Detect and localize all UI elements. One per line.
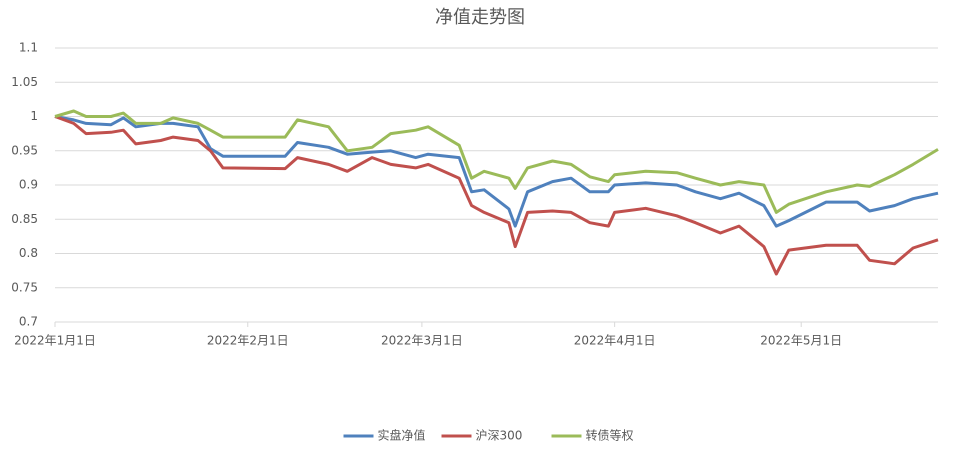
x-tick-label: 2022年2月1日 <box>207 334 289 348</box>
y-tick-label: 0.8 <box>19 246 38 260</box>
x-tick-label: 2022年4月1日 <box>574 334 656 348</box>
y-tick-label: 1.1 <box>19 41 38 55</box>
y-tick-label: 0.75 <box>11 280 38 294</box>
series-line <box>54 115 939 228</box>
y-tick-label: 0.9 <box>19 178 38 192</box>
y-tick-label: 0.7 <box>19 315 38 329</box>
y-tick-label: 0.85 <box>11 212 38 226</box>
x-tick-label: 2022年1月1日 <box>14 334 96 348</box>
legend-label: 实盘净值 <box>378 428 426 443</box>
chart-title: 净值走势图 <box>435 7 525 28</box>
legend-label: 转债等权 <box>586 428 634 443</box>
legend-label: 沪深300 <box>476 429 523 443</box>
x-tick-label: 2022年5月1日 <box>760 334 842 348</box>
series-line <box>54 115 939 276</box>
x-tick-label: 2022年3月1日 <box>381 334 463 348</box>
series-line <box>54 109 939 214</box>
y-tick-label: 1 <box>30 109 38 123</box>
y-tick-label: 1.05 <box>11 75 38 89</box>
y-tick-label: 0.95 <box>11 143 38 157</box>
